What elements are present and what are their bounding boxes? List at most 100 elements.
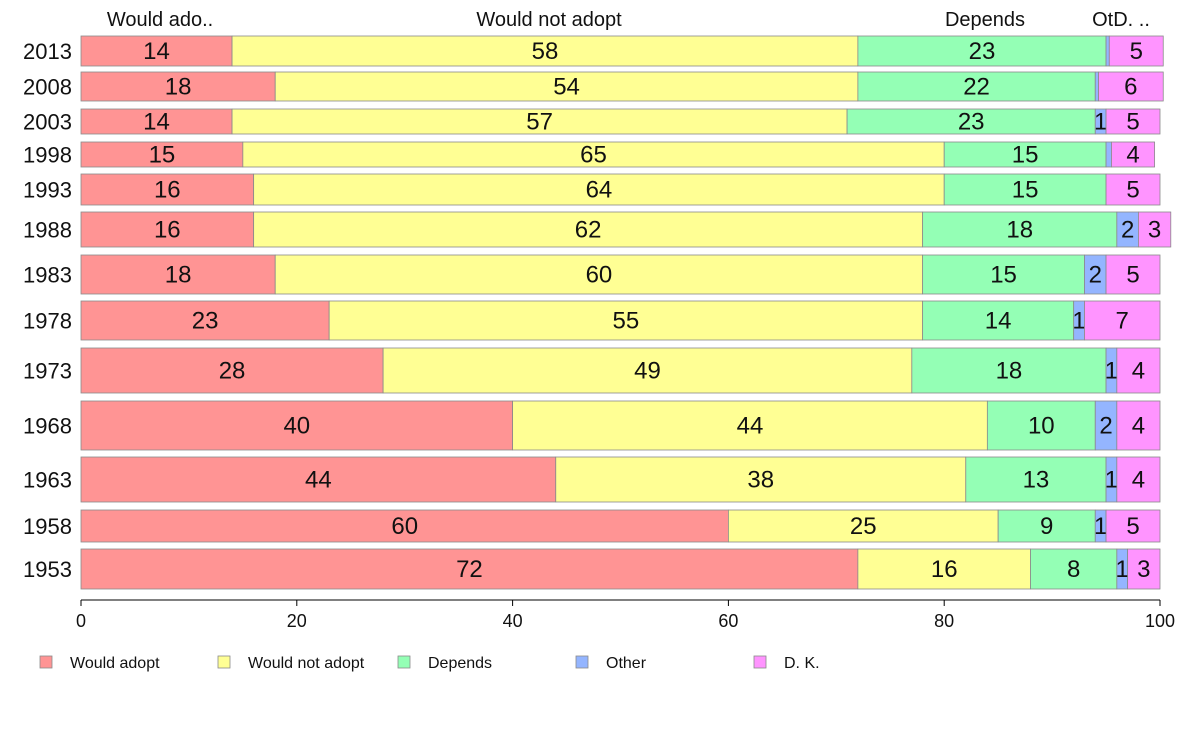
data-label-other-1968: 2 xyxy=(1099,413,1112,440)
data-label-d-k-1958: 5 xyxy=(1126,513,1139,540)
column-header-4: OtD. .. xyxy=(1092,9,1150,31)
data-label-would-not-adopt-2008: 54 xyxy=(553,74,580,101)
bar-segment-d-k-1968 xyxy=(1116,400,1161,451)
legend-label-would-not-adopt: Would not adopt xyxy=(248,655,365,672)
data-label-would-adopt-1978: 23 xyxy=(192,308,219,335)
data-label-would-not-adopt-1988: 62 xyxy=(575,217,602,244)
data-label-d-k-1998: 4 xyxy=(1126,142,1139,169)
data-label-d-k-1963: 4 xyxy=(1132,467,1145,494)
bar-segment-would-not-adopt-2003 xyxy=(231,108,848,135)
bar-row-1983: 18 60 15 2 5 xyxy=(80,254,1161,295)
data-label-d-k-1993: 5 xyxy=(1126,177,1139,204)
data-label-would-not-adopt-2013: 58 xyxy=(532,38,559,65)
bar-segment-depends-1958 xyxy=(997,509,1096,543)
data-label-would-adopt-2008: 18 xyxy=(165,74,192,101)
year-label-1963: 1963 xyxy=(23,468,72,493)
bar-segment-d-k-1988 xyxy=(1138,211,1172,248)
bar-row-1968: 40 44 10 2 4 xyxy=(80,400,1161,451)
data-label-depends-2008: 22 xyxy=(963,74,990,101)
bar-segment-would-adopt-2013 xyxy=(80,35,233,67)
data-label-would-not-adopt-1953: 16 xyxy=(931,556,958,583)
year-label-1988: 1988 xyxy=(23,218,72,243)
bar-segment-would-not-adopt-1968 xyxy=(512,400,988,451)
data-label-would-adopt-2003: 14 xyxy=(143,109,170,136)
bar-segment-depends-1973 xyxy=(911,347,1107,394)
data-label-would-adopt-1963: 44 xyxy=(305,467,332,494)
legend-label-other: Other xyxy=(606,655,647,672)
year-label-1983: 1983 xyxy=(23,263,72,288)
data-label-depends-1993: 15 xyxy=(1012,177,1039,204)
data-label-depends-1973: 18 xyxy=(996,358,1023,385)
bar-segment-would-adopt-2008 xyxy=(80,71,276,102)
data-label-would-adopt-2013: 14 xyxy=(143,38,170,65)
data-label-would-not-adopt-1973: 49 xyxy=(634,358,661,385)
column-header-2: Would not adopt xyxy=(476,9,622,31)
bar-row-2013: 14 58 23 5 xyxy=(80,35,1164,67)
bar-segment-other-2008 xyxy=(1094,71,1099,102)
legend-item-d-k: D. K. xyxy=(753,655,820,672)
legend-swatch-d-k xyxy=(753,655,767,669)
data-label-depends-1978: 14 xyxy=(985,308,1012,335)
x-tick-label-100: 100 xyxy=(1145,611,1175,631)
data-label-depends-1998: 15 xyxy=(1012,142,1039,169)
x-tick-label-60: 60 xyxy=(718,611,738,631)
column-header-1: Would ado.. xyxy=(107,9,213,31)
data-label-other-1983: 2 xyxy=(1089,262,1102,289)
data-label-would-not-adopt-1958: 25 xyxy=(850,513,877,540)
data-label-would-not-adopt-1978: 55 xyxy=(613,308,640,335)
data-label-other-1963: 1 xyxy=(1105,467,1118,494)
data-label-d-k-2003: 5 xyxy=(1126,109,1139,136)
bar-row-1988: 16 62 18 2 3 xyxy=(80,211,1172,248)
data-label-would-adopt-1983: 18 xyxy=(165,262,192,289)
bar-segment-depends-1998 xyxy=(943,141,1107,168)
bar-segment-d-k-1958 xyxy=(1105,509,1161,543)
year-label-2008: 2008 xyxy=(23,75,72,100)
bar-segment-would-not-adopt-2008 xyxy=(274,71,859,102)
data-label-would-not-adopt-2003: 57 xyxy=(526,109,553,136)
year-label-1998: 1998 xyxy=(23,143,72,168)
bar-row-1958: 60 25 9 1 5 xyxy=(80,509,1161,543)
data-label-other-1958: 1 xyxy=(1094,513,1107,540)
data-label-would-not-adopt-1983: 60 xyxy=(586,262,613,289)
data-label-other-1953: 1 xyxy=(1116,556,1129,583)
bar-segment-would-not-adopt-1963 xyxy=(555,456,967,503)
bar-segment-d-k-1983 xyxy=(1105,254,1161,295)
data-label-d-k-1953: 3 xyxy=(1137,556,1150,583)
year-label-1968: 1968 xyxy=(23,414,72,439)
data-label-would-adopt-1953: 72 xyxy=(456,556,483,583)
column-headers: Would ado.. Would not adopt Depends OtD. .. xyxy=(107,9,1150,31)
legend-swatch-other xyxy=(575,655,589,669)
bar-segment-would-adopt-1968 xyxy=(80,400,514,451)
data-label-would-not-adopt-1968: 44 xyxy=(737,413,764,440)
data-label-would-adopt-1968: 40 xyxy=(283,413,310,440)
bar-segment-would-not-adopt-1973 xyxy=(382,347,913,394)
x-tick-label-0: 0 xyxy=(76,611,86,631)
legend-label-depends: Depends xyxy=(428,655,492,672)
bar-segment-would-not-adopt-2013 xyxy=(231,35,859,67)
legend-item-other: Other xyxy=(575,655,647,672)
bar-row-2003: 14 57 23 1 5 xyxy=(80,108,1161,136)
bar-segment-would-not-adopt-1953 xyxy=(857,548,1031,590)
bar-segment-d-k-2008 xyxy=(1098,71,1164,102)
bar-segment-would-not-adopt-1993 xyxy=(253,173,945,206)
legend-item-depends: Depends xyxy=(397,655,492,672)
data-label-d-k-2013: 5 xyxy=(1130,38,1143,65)
data-label-depends-1983: 15 xyxy=(990,262,1017,289)
data-label-depends-1958: 9 xyxy=(1040,513,1053,540)
year-label-2003: 2003 xyxy=(23,110,72,135)
data-label-d-k-1968: 4 xyxy=(1132,413,1145,440)
bar-segment-depends-1953 xyxy=(1030,548,1118,590)
bars-area: 14 58 23 518 54 22 614 57 23 1 515 65 15 416 64 15 516 62… xyxy=(80,35,1172,590)
bar-segment-would-adopt-1973 xyxy=(80,347,384,394)
bar-segment-would-adopt-1953 xyxy=(80,548,859,590)
bar-segment-depends-2008 xyxy=(857,71,1096,102)
bar-segment-d-k-1973 xyxy=(1116,347,1161,394)
bar-segment-would-adopt-1958 xyxy=(80,509,729,543)
year-label-1953: 1953 xyxy=(23,557,72,582)
bar-segment-would-adopt-1983 xyxy=(80,254,276,295)
year-label-1993: 1993 xyxy=(23,178,72,203)
data-label-would-not-adopt-1963: 38 xyxy=(747,467,774,494)
x-axis: 0 20 40 60 80 100 xyxy=(76,599,1175,631)
bar-segment-depends-1968 xyxy=(986,400,1096,451)
